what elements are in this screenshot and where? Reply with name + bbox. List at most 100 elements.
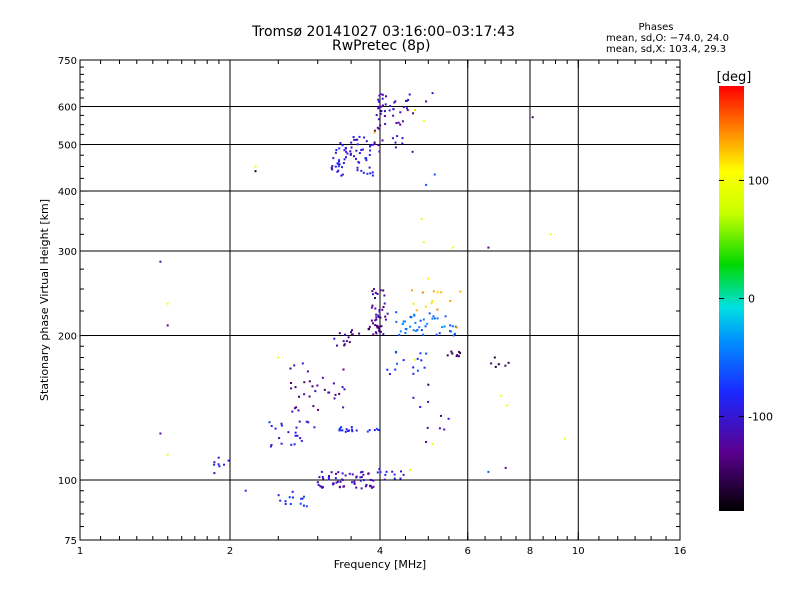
- y-axis-label: Stationary phase Virtual Height [km]: [38, 199, 51, 401]
- data-point: [393, 477, 396, 480]
- data-point: [407, 99, 410, 101]
- data-point: [338, 486, 341, 489]
- data-point: [339, 427, 342, 430]
- data-point: [338, 332, 341, 335]
- data-point: [409, 468, 412, 471]
- data-point: [370, 319, 373, 322]
- data-point: [388, 109, 391, 112]
- data-point: [427, 383, 430, 386]
- data-point: [425, 183, 428, 186]
- data-point: [322, 486, 324, 489]
- data-point: [398, 333, 401, 336]
- data-point: [320, 470, 323, 473]
- data-point: [418, 326, 421, 329]
- data-point: [333, 397, 336, 400]
- y-tick-label: 300: [58, 247, 77, 258]
- data-point: [382, 306, 385, 308]
- data-point: [317, 483, 320, 486]
- y-tick-label: 500: [58, 141, 77, 152]
- data-point: [345, 428, 348, 431]
- data-point: [376, 471, 379, 474]
- data-point: [346, 152, 349, 155]
- data-point: [347, 430, 349, 432]
- data-point: [361, 148, 364, 151]
- data-point: [280, 442, 283, 445]
- data-point: [317, 408, 319, 411]
- colorbar-tick-label: 100: [748, 174, 769, 187]
- data-point: [371, 486, 374, 489]
- data-point: [409, 325, 412, 328]
- data-point: [338, 392, 341, 395]
- data-point: [368, 429, 371, 432]
- data-point: [414, 321, 417, 324]
- data-point: [399, 477, 402, 480]
- data-point: [278, 437, 281, 439]
- data-point: [490, 362, 493, 365]
- y-tick-label: 100: [58, 476, 77, 487]
- data-point: [404, 320, 406, 323]
- data-point: [244, 489, 247, 492]
- data-point: [487, 246, 490, 249]
- data-point: [400, 470, 402, 473]
- data-point: [295, 406, 298, 409]
- data-point: [363, 479, 365, 482]
- data-point: [334, 151, 337, 154]
- data-point: [374, 129, 376, 132]
- data-point: [350, 428, 353, 431]
- data-point: [386, 312, 389, 315]
- data-point: [379, 112, 382, 115]
- data-point: [412, 302, 415, 305]
- data-point: [371, 304, 374, 307]
- data-point: [339, 142, 342, 144]
- data-point: [362, 171, 365, 174]
- data-point: [384, 103, 387, 106]
- data-point: [385, 470, 388, 473]
- data-point: [280, 422, 283, 425]
- data-point: [379, 330, 382, 333]
- data-point: [412, 329, 415, 332]
- data-point: [353, 480, 356, 483]
- data-point: [396, 135, 399, 138]
- data-point: [359, 471, 362, 474]
- data-point: [374, 331, 377, 334]
- data-point: [405, 99, 408, 102]
- data-point: [318, 476, 321, 479]
- data-point: [305, 420, 308, 423]
- data-point: [355, 486, 358, 489]
- data-point: [421, 291, 424, 294]
- data-point: [338, 163, 341, 166]
- data-point: [290, 387, 293, 390]
- data-point: [313, 426, 316, 429]
- data-point: [376, 126, 379, 129]
- data-point: [386, 368, 389, 371]
- data-point: [343, 388, 346, 391]
- data-point: [227, 459, 230, 462]
- data-point: [379, 471, 382, 474]
- data-point: [455, 355, 458, 358]
- data-point: [372, 479, 375, 482]
- data-point: [335, 472, 337, 475]
- data-point: [270, 425, 273, 427]
- data-point: [377, 326, 380, 329]
- data-point: [377, 325, 379, 328]
- data-point: [412, 112, 414, 115]
- data-point: [347, 336, 350, 339]
- data-point: [392, 108, 395, 111]
- data-point: [401, 322, 404, 325]
- data-point: [254, 165, 257, 168]
- data-point: [413, 313, 415, 316]
- data-point: [392, 114, 395, 117]
- y-tick-label: 400: [58, 187, 77, 198]
- data-point: [350, 426, 353, 429]
- data-point: [365, 159, 368, 162]
- data-point: [345, 340, 348, 343]
- data-point: [344, 474, 347, 477]
- data-point: [375, 318, 378, 321]
- data-point: [338, 147, 341, 150]
- data-point: [353, 138, 356, 141]
- data-point: [383, 115, 386, 117]
- data-point: [395, 320, 398, 323]
- data-point: [497, 363, 500, 366]
- data-point: [427, 400, 430, 403]
- data-point: [218, 465, 221, 468]
